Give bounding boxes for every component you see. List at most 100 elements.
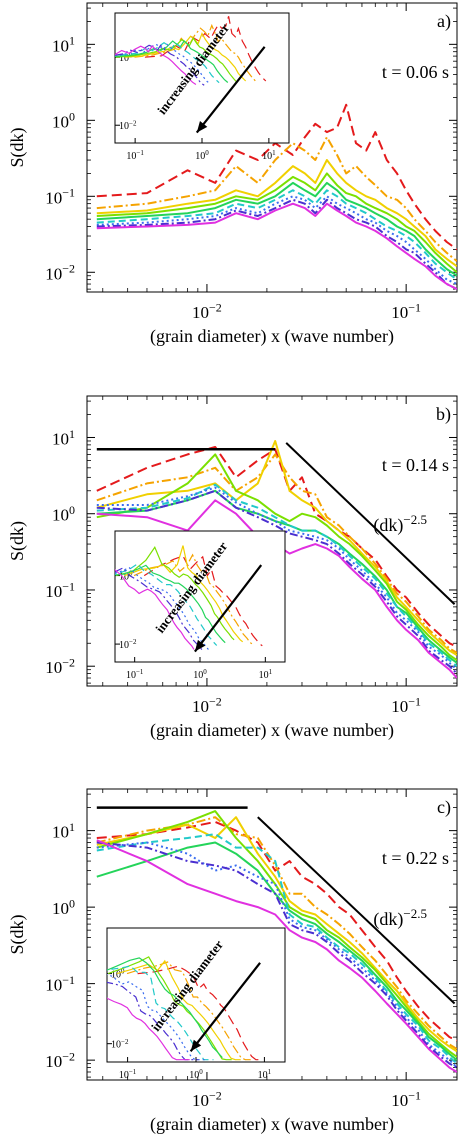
inset-arrow-head bbox=[194, 639, 206, 652]
panel-label: c) bbox=[437, 797, 451, 818]
inset-x-tick-label: 101 bbox=[259, 668, 273, 681]
power-law-label: (dk)−2.5 bbox=[373, 906, 427, 930]
series-group bbox=[96, 810, 457, 1073]
inset-series-line-3 bbox=[116, 959, 241, 1061]
series-group bbox=[96, 440, 457, 679]
inset-y-tick-label: 10−2 bbox=[111, 1038, 129, 1051]
inset-series-line-9 bbox=[107, 997, 190, 1061]
inset-y-tick-label: 10−2 bbox=[119, 638, 137, 651]
series-line-8 bbox=[96, 489, 457, 675]
inset-series-line-6 bbox=[115, 41, 220, 84]
y-axis-label: S(dk) bbox=[7, 914, 28, 954]
y-tick-label: 10−1 bbox=[45, 186, 75, 208]
inset-series-group bbox=[115, 545, 263, 651]
series-line-1 bbox=[96, 820, 457, 1042]
y-tick-label: 10−2 bbox=[45, 1050, 75, 1072]
y-tick-label: 100 bbox=[52, 110, 75, 132]
x-axis-label: (grain diameter) x (wave number) bbox=[150, 720, 394, 741]
series-line-5 bbox=[96, 841, 457, 1061]
series-line-9 bbox=[96, 202, 457, 290]
time-label: t = 0.14 s bbox=[382, 455, 449, 475]
inset-arrow-shaft bbox=[195, 46, 266, 134]
series-line-6 bbox=[96, 189, 457, 281]
plot-frame bbox=[86, 2, 458, 293]
x-axis-label: (grain diameter) x (wave number) bbox=[150, 1114, 394, 1135]
x-tick-label: 10−1 bbox=[391, 694, 421, 716]
inset-series-line-2 bbox=[134, 23, 256, 82]
inset-x-tick-label: 100 bbox=[193, 668, 207, 681]
y-tick-label: 101 bbox=[52, 427, 75, 449]
inset-series-line-9 bbox=[115, 568, 195, 650]
series-line-2 bbox=[96, 453, 457, 654]
panel-label: b) bbox=[436, 404, 451, 425]
chart-panel-b: 10−2 10−1 10−2 10−1 100 101 S(dk) (grain diamet… bbox=[7, 395, 458, 741]
inset-series-line-4 bbox=[115, 37, 238, 83]
x-tick-label: 10−2 bbox=[192, 694, 222, 716]
series-line-3 bbox=[96, 440, 457, 656]
series-line-4 bbox=[96, 453, 457, 662]
inset-series-line-5 bbox=[107, 957, 223, 1059]
inset-x-tick-label: 10−1 bbox=[126, 668, 144, 681]
y-tick-label: 101 bbox=[52, 34, 75, 56]
chart-panel-a: 10−2 10−1 10−2 10−1 100 101 S(dk) (grain diamet… bbox=[7, 2, 458, 347]
minor-ticks bbox=[87, 3, 457, 292]
series-line-3 bbox=[96, 159, 457, 268]
series-line-7 bbox=[96, 841, 457, 1069]
y-tick-label: 10−2 bbox=[45, 262, 75, 284]
inset-series-line-3 bbox=[124, 545, 244, 643]
inset-series-group bbox=[107, 956, 262, 1061]
series-group bbox=[96, 103, 457, 290]
inset-series-line-9 bbox=[115, 45, 197, 85]
inset-x-tick-label: 100 bbox=[195, 149, 209, 162]
x-tick-label: 10−1 bbox=[391, 300, 421, 322]
series-line-3 bbox=[96, 816, 457, 1053]
series-line-2 bbox=[96, 136, 457, 262]
minor-ticks bbox=[87, 396, 457, 686]
series-line-7 bbox=[96, 195, 457, 285]
y-axis-label: S(dk) bbox=[7, 127, 28, 167]
x-tick-label: 10−1 bbox=[391, 1088, 421, 1110]
series-line-4 bbox=[96, 172, 457, 274]
time-label: t = 0.06 s bbox=[382, 62, 449, 82]
y-tick-label: 10−1 bbox=[45, 579, 75, 601]
series-line-6 bbox=[96, 833, 457, 1065]
y-axis-label: S(dk) bbox=[7, 521, 28, 561]
series-line-7 bbox=[96, 486, 457, 671]
panel-label: a) bbox=[437, 11, 451, 32]
inset-x-tick-label: 10−1 bbox=[126, 149, 144, 162]
y-tick-label: 10−2 bbox=[45, 656, 75, 678]
minor-ticks bbox=[87, 789, 457, 1080]
chart-panel-c: 10−2 10−1 10−2 10−1 100 101 S(dk) (grain diamet… bbox=[7, 788, 458, 1135]
y-tick-label: 101 bbox=[52, 820, 75, 842]
series-line-8 bbox=[96, 198, 457, 290]
inset-series-line-4 bbox=[115, 546, 235, 641]
inset-series-line-7 bbox=[115, 43, 212, 85]
series-line-1 bbox=[96, 446, 457, 648]
y-tick-label: 10−1 bbox=[45, 973, 75, 995]
y-tick-label: 100 bbox=[52, 503, 75, 525]
inset-arrow-shaft bbox=[194, 564, 263, 653]
x-axis-label: (grain diameter) x (wave number) bbox=[150, 326, 394, 347]
series-line-1 bbox=[96, 103, 457, 251]
inset-series-line-1 bbox=[137, 965, 262, 1061]
inset-y-tick-label: 10−2 bbox=[119, 119, 137, 132]
inset-x-tick-label: 10−1 bbox=[119, 1068, 137, 1081]
time-label: t = 0.22 s bbox=[382, 848, 449, 868]
inset-series-line-2 bbox=[133, 553, 253, 645]
inset-arrow-shaft bbox=[189, 962, 261, 1052]
power-law-line bbox=[285, 442, 456, 605]
inset-frame bbox=[106, 927, 286, 1063]
plot-frame bbox=[86, 788, 458, 1081]
series-line-8 bbox=[96, 841, 457, 1069]
x-tick-label: 10−2 bbox=[192, 1088, 222, 1110]
series-line-9 bbox=[96, 839, 457, 1073]
series-line-5 bbox=[96, 181, 457, 277]
inset-arrow-head bbox=[190, 1039, 202, 1052]
inset-x-tick-label: 101 bbox=[262, 149, 276, 162]
y-tick-label: 100 bbox=[52, 897, 75, 919]
inset-series-line-6 bbox=[107, 965, 214, 1061]
